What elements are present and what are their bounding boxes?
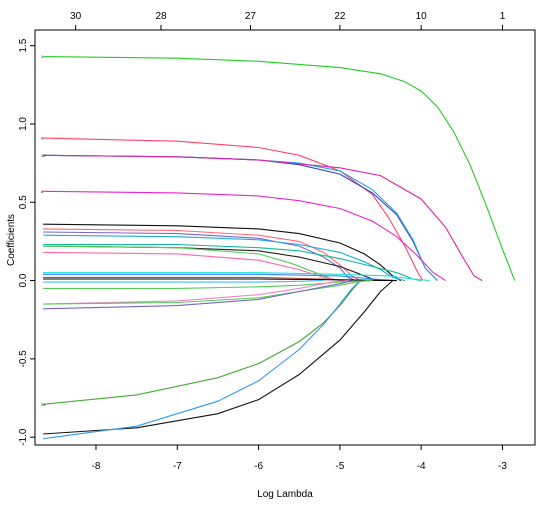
series-line-7	[43, 223, 402, 282]
series-label-1: 1	[41, 54, 44, 59]
top-tick-label-4: 10	[416, 11, 428, 22]
y-axis: -1.0 -0.5 0.0 0.5 1.0 1.5	[18, 38, 35, 446]
series-line-19	[43, 280, 324, 283]
plot-area: 1 9 12 8 21	[34, 29, 536, 446]
series-line-2	[43, 137, 424, 281]
series-label-2: 9	[41, 136, 44, 141]
series-line-10	[43, 234, 406, 282]
series-line-9	[43, 231, 357, 282]
top-tick-label-0: 30	[70, 11, 82, 22]
series-line-23	[43, 280, 353, 310]
series-label-3: 12	[41, 153, 46, 158]
top-tick-label-1: 28	[155, 11, 167, 22]
top-axis: 30 28 27 22 10 1	[70, 11, 506, 30]
x-tick-label-5: -3	[498, 461, 507, 472]
top-tick-label-3: 22	[334, 11, 346, 22]
line-labels: 1 9 12 8 21	[41, 54, 46, 407]
series-line-16	[43, 273, 397, 282]
x-tick-label-3: -5	[335, 461, 344, 472]
series-line-18	[43, 278, 397, 282]
y-tick-label-2: 0.0	[18, 273, 29, 287]
series-line-25	[43, 280, 394, 435]
x-axis: -8 -7 -6 -5 -4 -3	[92, 445, 507, 472]
x-tick-label-0: -8	[92, 461, 101, 472]
series-line-11	[43, 243, 422, 282]
series-line-6	[43, 190, 446, 282]
y-tick-label-0: -1.0	[18, 428, 29, 446]
y-tick-label-1: -0.5	[18, 350, 29, 368]
series-layer	[43, 56, 516, 440]
series-label-6: 8	[41, 189, 44, 194]
series-line-21	[43, 280, 349, 305]
top-tick-label-5: 1	[500, 11, 506, 22]
plot-frame	[34, 29, 536, 446]
series-line-4	[43, 154, 438, 281]
y-axis-title: Coefficients	[6, 214, 17, 266]
y-tick-label-3: 0.5	[18, 195, 29, 209]
series-line-5	[43, 154, 483, 282]
series-label-24: 21	[41, 402, 46, 407]
top-tick-label-2: 27	[245, 11, 257, 22]
x-tick-label-2: -6	[254, 461, 263, 472]
x-tick-label-4: -4	[417, 461, 426, 472]
series-line-1	[43, 56, 516, 281]
series-line-26	[43, 280, 361, 440]
x-axis-title: Log Lambda	[257, 489, 313, 500]
series-line-24	[43, 280, 361, 405]
y-tick-label-5: 1.5	[18, 38, 29, 52]
series-line-14	[43, 251, 341, 282]
y-tick-label-4: 1.0	[18, 117, 29, 131]
series-line-15	[43, 272, 430, 282]
series-line-3	[43, 154, 438, 281]
x-tick-label-1: -7	[173, 461, 182, 472]
